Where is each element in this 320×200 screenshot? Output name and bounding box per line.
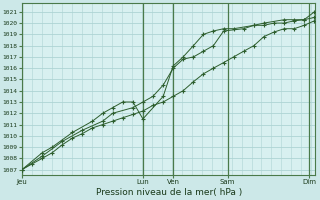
X-axis label: Pression niveau de la mer( hPa ): Pression niveau de la mer( hPa ) (95, 188, 242, 197)
